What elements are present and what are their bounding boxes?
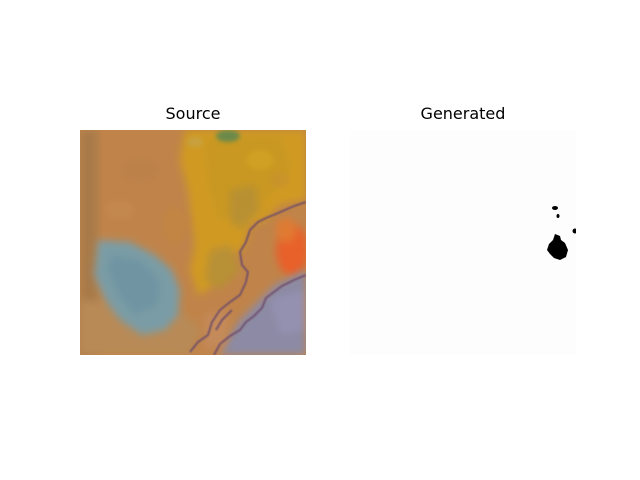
- generated-image: [350, 130, 576, 355]
- generated-image-drawing: [350, 130, 576, 355]
- source-panel-title: Source: [165, 104, 221, 123]
- source-image: [80, 130, 306, 355]
- source-image-drawing: [80, 130, 306, 355]
- generated-panel-title: Generated: [420, 104, 506, 123]
